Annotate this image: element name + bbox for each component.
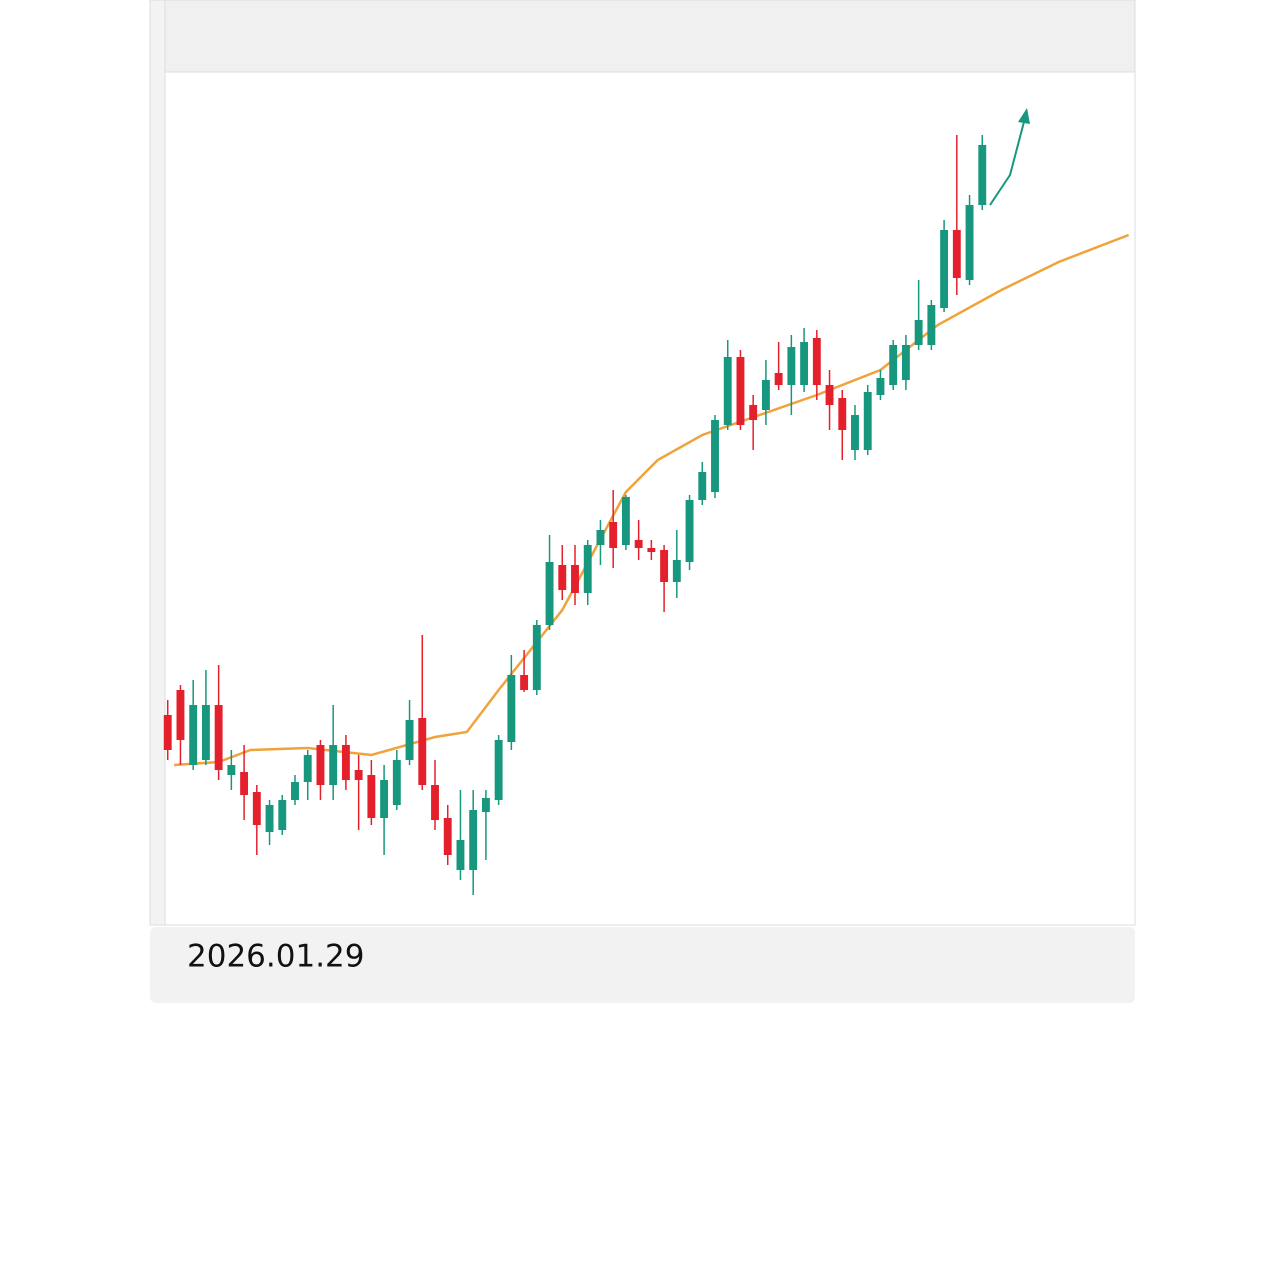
candle-body	[316, 745, 325, 785]
candle-body	[354, 770, 363, 780]
top-bar	[149, 0, 1136, 73]
candle-body	[965, 205, 974, 280]
candle-body	[520, 675, 529, 690]
candle-body	[443, 818, 452, 855]
candle-body	[838, 398, 847, 430]
candle-body	[901, 345, 910, 380]
candle-body	[507, 675, 516, 742]
candle-body	[660, 550, 669, 582]
candle-body	[456, 840, 465, 870]
candle-body	[291, 782, 299, 800]
candle-body	[927, 305, 936, 345]
candle-body	[774, 373, 783, 385]
candle-body	[341, 745, 350, 780]
candle-body	[914, 320, 923, 345]
moving-average	[174, 233, 1130, 767]
footer-bar	[150, 927, 1135, 1003]
candle-body	[978, 145, 987, 205]
candle-body	[431, 785, 439, 820]
candle-body	[329, 745, 338, 785]
candle-body	[889, 345, 898, 385]
candle-body	[863, 392, 872, 450]
candle-body	[723, 357, 732, 425]
candle-body	[405, 720, 414, 760]
candle-body	[583, 545, 592, 593]
candle-body	[189, 705, 198, 765]
candle-body	[812, 338, 821, 385]
candle-body	[176, 690, 185, 740]
candle-body	[252, 792, 261, 825]
candle-body	[851, 415, 859, 450]
arrow-head	[1018, 108, 1030, 124]
candle-body	[494, 740, 503, 800]
candle-body	[940, 230, 949, 308]
candle-body	[647, 548, 656, 552]
candle-body	[532, 625, 541, 690]
candle-body	[227, 765, 236, 775]
candle-body	[163, 715, 172, 750]
candle-body	[303, 755, 312, 782]
candle-body	[736, 357, 745, 425]
candle-body	[685, 500, 694, 562]
candle-body	[698, 472, 707, 500]
candle-body	[672, 560, 681, 582]
candle-body	[800, 342, 809, 385]
candle-body	[367, 775, 376, 818]
candle-body	[240, 772, 249, 795]
candle-body	[711, 420, 719, 492]
candle-body	[392, 760, 401, 805]
candle-body	[278, 800, 287, 830]
candle-body	[952, 230, 961, 278]
candle-body	[214, 705, 223, 770]
candle-body	[621, 497, 630, 545]
candle-body	[481, 798, 490, 812]
candle-body	[761, 380, 770, 410]
candle-body	[825, 385, 834, 405]
tool-strip	[149, 0, 166, 926]
candle-body	[201, 705, 210, 760]
candle-body	[749, 405, 758, 420]
candle-body	[469, 810, 478, 870]
candle-body	[634, 540, 643, 548]
candle-body	[380, 780, 389, 818]
candle-body	[596, 530, 605, 545]
candle-body	[558, 565, 567, 590]
candle-body	[571, 565, 579, 593]
trend-arrow	[989, 117, 1026, 206]
candle-body	[545, 562, 554, 625]
candle-body	[876, 378, 885, 395]
candle-body	[787, 347, 796, 385]
candle-body	[609, 522, 618, 548]
candle-body	[418, 718, 427, 785]
candle-body	[265, 805, 274, 832]
date-label: 2026.01.29	[187, 939, 365, 975]
